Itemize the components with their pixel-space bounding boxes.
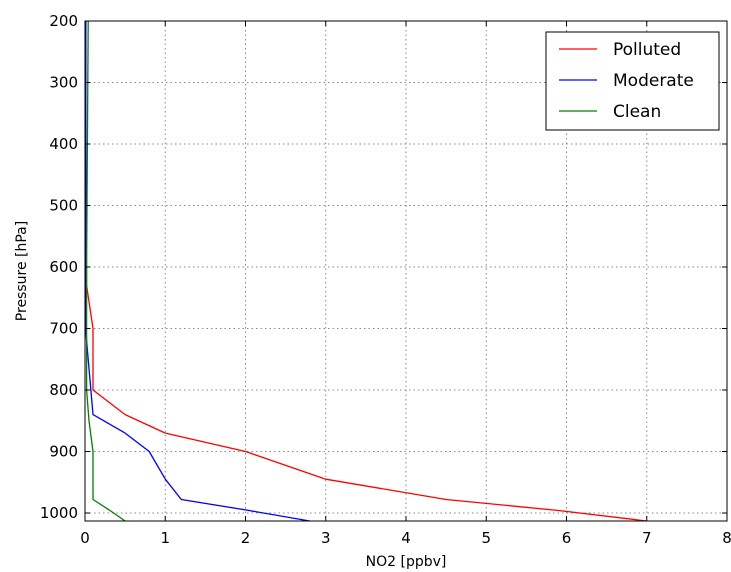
y-tick-label: 200 — [49, 12, 78, 30]
x-tick-label: 6 — [562, 529, 572, 547]
x-tick-label: 0 — [80, 529, 90, 547]
legend-label-clean: Clean — [613, 102, 661, 122]
axis-ticks — [84, 20, 728, 521]
y-tick-label: 600 — [49, 258, 78, 276]
x-tick-label: 1 — [160, 529, 170, 547]
legend-label-moderate: Moderate — [613, 71, 694, 91]
y-tick-label: 700 — [49, 320, 78, 338]
y-tick-label: 500 — [49, 197, 78, 215]
x-tick-label: 3 — [321, 529, 331, 547]
legend-label-polluted: Polluted — [613, 40, 681, 60]
legend: Polluted Moderate Clean — [545, 31, 720, 131]
y-tick-label: 300 — [49, 74, 78, 92]
y-tick-label: 1000 — [40, 504, 78, 522]
series-line-clean — [85, 20, 126, 522]
legend-box — [545, 31, 720, 131]
x-tick-label: 2 — [241, 529, 251, 547]
y-tick-label: 400 — [49, 135, 78, 153]
y-tick-label: 800 — [49, 381, 78, 399]
y-tick-label: 900 — [49, 443, 78, 461]
x-tick-label: 7 — [642, 529, 652, 547]
x-tick-label: 5 — [481, 529, 491, 547]
series-lines — [85, 20, 647, 522]
series-line-moderate — [85, 21, 310, 522]
y-axis-title: Pressure [hPa] — [14, 221, 30, 321]
x-axis-title: NO2 [ppbv] — [366, 554, 447, 570]
x-tick-label: 4 — [401, 529, 411, 547]
x-tick-labels: 0 1 2 3 4 5 6 7 8 — [80, 529, 731, 547]
y-tick-labels: 200 300 400 500 600 700 800 900 1000 — [40, 12, 78, 522]
x-tick-label: 8 — [722, 529, 731, 547]
